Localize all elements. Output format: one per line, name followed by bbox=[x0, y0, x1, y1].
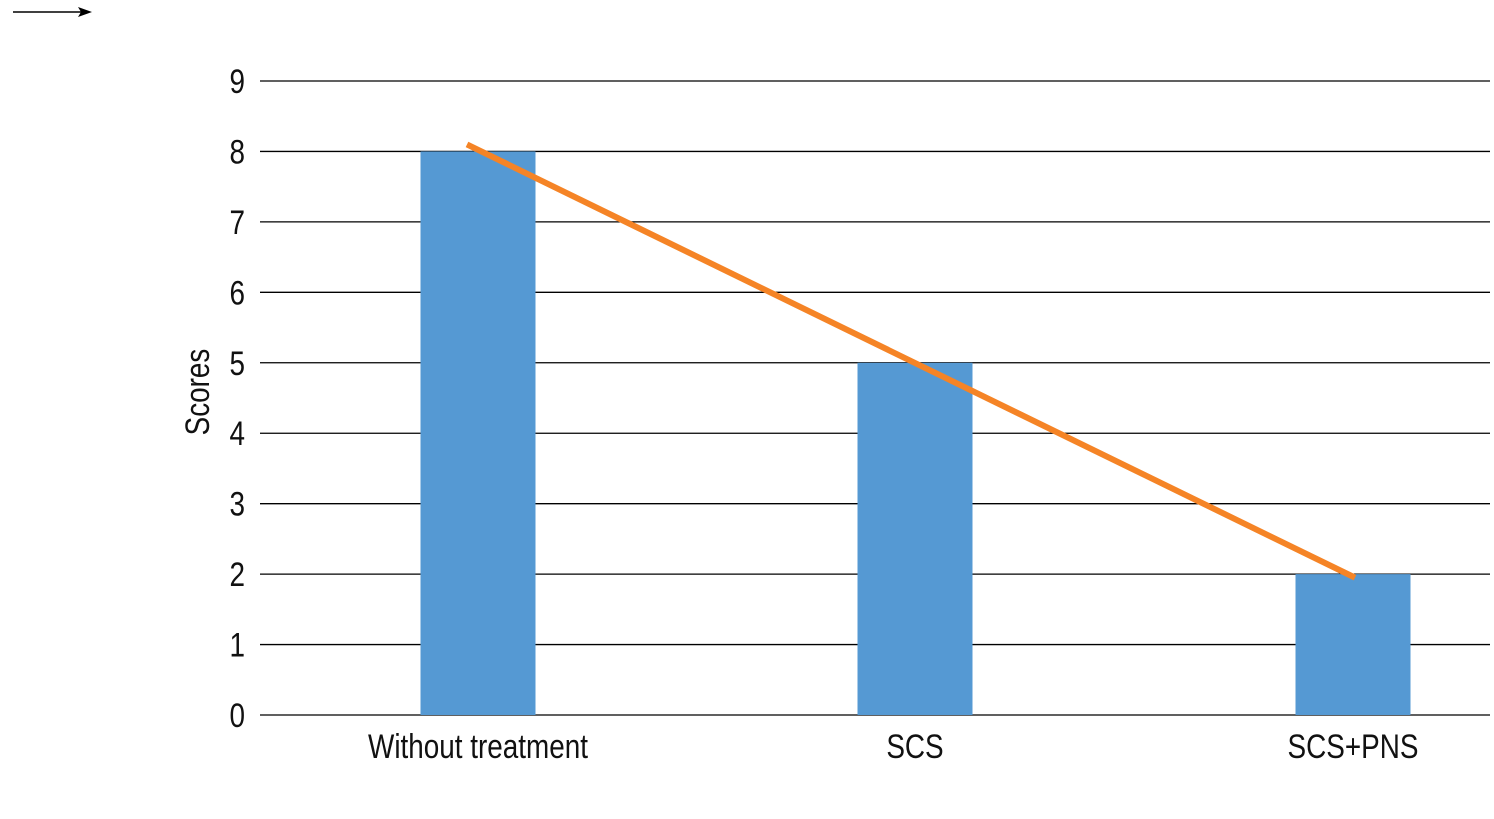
x-tick-label: SCS+PNS bbox=[1288, 727, 1419, 765]
bar-without-treatment bbox=[420, 151, 536, 715]
bar-scs bbox=[857, 362, 973, 715]
y-tick-label: 2 bbox=[229, 555, 245, 593]
y-tick-label: 3 bbox=[229, 485, 245, 523]
bar-scs-pns bbox=[1295, 574, 1411, 715]
y-axis-label: Scores bbox=[178, 349, 216, 436]
corner-arrow-icon bbox=[13, 7, 92, 17]
y-tick-label: 0 bbox=[229, 696, 245, 734]
x-tick-label: SCS bbox=[886, 727, 943, 765]
trend-line bbox=[465, 141, 1357, 581]
y-tick-label: 7 bbox=[229, 203, 245, 241]
y-tick-label: 1 bbox=[229, 626, 245, 664]
x-tick-label: Without treatment bbox=[368, 727, 588, 765]
y-tick-label: 4 bbox=[229, 415, 245, 453]
y-tick-label: 6 bbox=[229, 274, 245, 312]
y-tick-label: 9 bbox=[229, 62, 245, 100]
y-tick-label: 8 bbox=[229, 133, 245, 171]
y-tick-label: 5 bbox=[229, 344, 245, 382]
